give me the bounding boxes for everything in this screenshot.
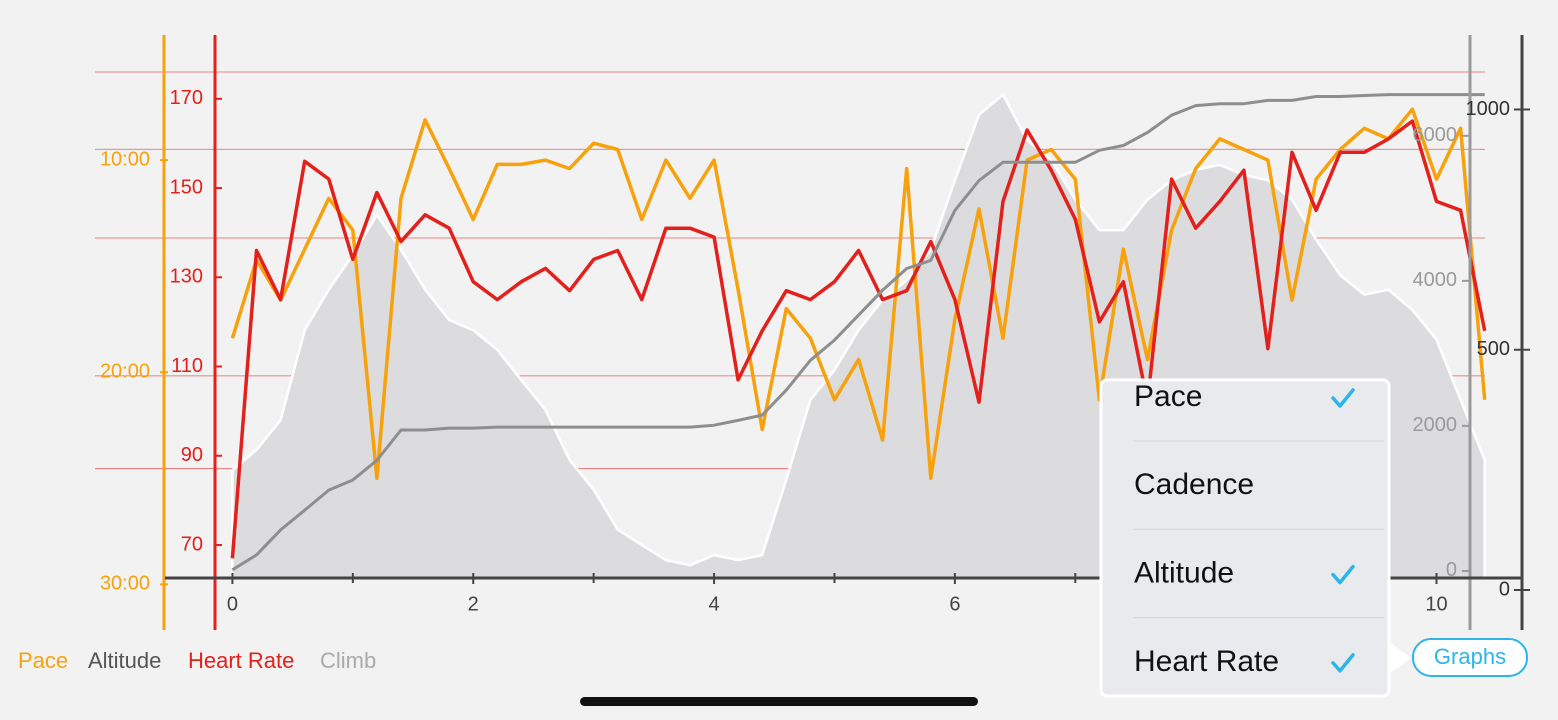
y-tick-label: 30:00: [100, 573, 150, 595]
button-label[interactable]: Graphs: [1434, 644, 1506, 669]
series-line: [230, 107, 1487, 481]
button-frame[interactable]: [1412, 638, 1528, 677]
menu-panel: [1099, 378, 1391, 698]
y-tick-label: 4000: [1413, 269, 1458, 291]
menu-item-label[interactable]: Heart Rate: [1134, 645, 1279, 678]
legend-entry[interactable]: Altitude: [88, 648, 161, 673]
checkmark: [1331, 564, 1355, 585]
y-tick-label: 130: [170, 266, 203, 288]
x-tick-label: 4: [708, 593, 719, 615]
y-tick-label: 20:00: [100, 361, 150, 383]
y-tick-label: 70: [181, 533, 203, 555]
menu-pointer: [1389, 642, 1411, 674]
series-line: [231, 93, 1485, 572]
menu: Pace Cadence Altitude Heart Rate: [1099, 378, 1411, 698]
y-tick-label: 110: [171, 355, 203, 377]
series-line: [230, 119, 1487, 559]
menu-item-label[interactable]: Altitude: [1134, 557, 1234, 590]
y-tick-label: 10:00: [100, 148, 150, 170]
y-tick-label: 170: [170, 87, 203, 109]
checkmark: [1331, 388, 1355, 408]
legend: Pace Altitude Heart Rate Climb: [18, 648, 376, 673]
menu-item-label[interactable]: Pace: [1134, 380, 1202, 413]
y-tick-label: 500: [1477, 338, 1510, 360]
y-tick-label: 2000: [1413, 414, 1458, 436]
legend-entry[interactable]: Heart Rate: [188, 648, 294, 673]
legend-entry[interactable]: Pace: [18, 648, 68, 673]
menu-items: Pace Cadence Altitude Heart Rate: [1133, 380, 1384, 678]
x-tick-label: 6: [949, 593, 960, 615]
menu-item-label[interactable]: Cadence: [1134, 468, 1254, 501]
y-tick-label: 150: [170, 176, 203, 198]
y-tick-label: 0: [1446, 559, 1457, 581]
x-tick-label: 0: [227, 593, 238, 615]
y-tick-label: 0: [1499, 578, 1510, 600]
legend-entry[interactable]: Climb: [320, 648, 376, 673]
y-tick-label: 1000: [1466, 98, 1511, 120]
checkmark: [1331, 653, 1355, 673]
y-tick-label: 90: [181, 444, 203, 466]
axis-y3: 0 2000 4000 6000: [1413, 35, 1472, 630]
y-tick-label: 6000: [1413, 124, 1458, 146]
x-tick-label: 2: [468, 593, 479, 615]
x-tick-label: 10: [1425, 593, 1447, 615]
axis-y: 70 90 110 130 150 170: [170, 35, 222, 630]
home-indicator: [580, 697, 978, 706]
graphs-button[interactable]: Graphs: [1412, 638, 1528, 677]
axis-y2: 10:00 20:00 30:00: [100, 35, 168, 630]
axis-y4: 0 500 1000: [1466, 35, 1530, 630]
